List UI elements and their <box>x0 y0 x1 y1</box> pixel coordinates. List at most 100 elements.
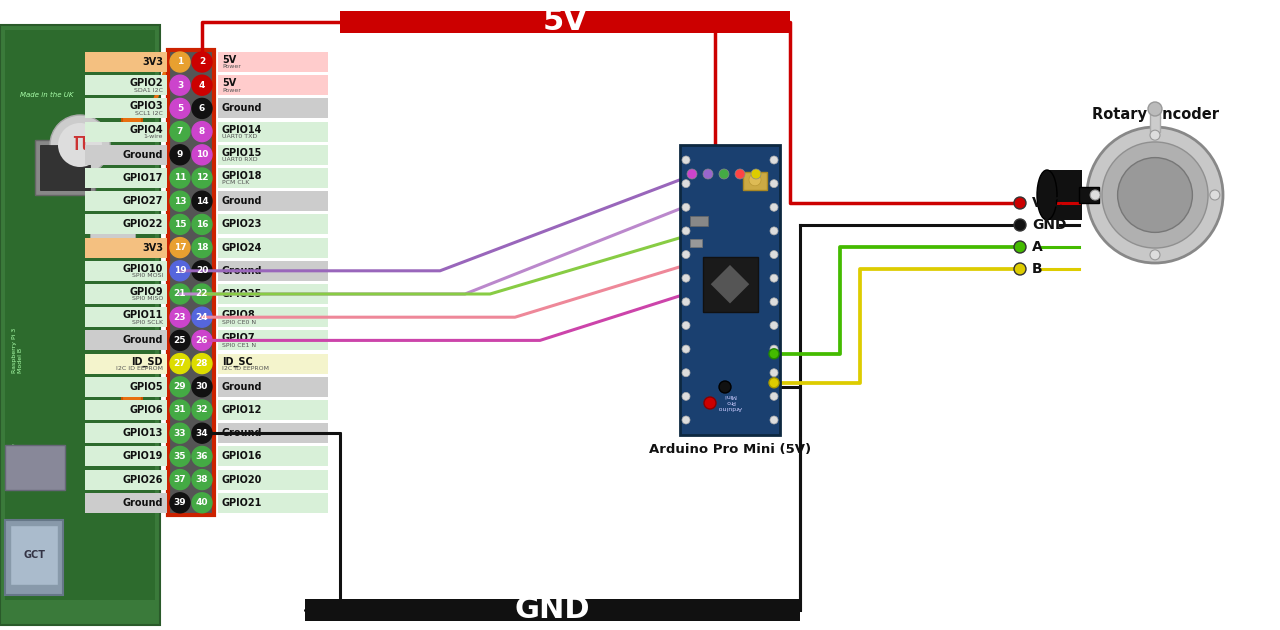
Circle shape <box>704 397 716 409</box>
Bar <box>84 469 166 490</box>
Circle shape <box>751 169 762 179</box>
Text: 3V3: 3V3 <box>142 243 163 253</box>
Circle shape <box>192 330 212 350</box>
Circle shape <box>50 115 110 175</box>
Text: I2C ID EEPROM: I2C ID EEPROM <box>221 366 269 371</box>
Bar <box>1149 109 1160 132</box>
Text: 19: 19 <box>174 266 187 275</box>
Text: GPIO11: GPIO11 <box>123 310 163 320</box>
Text: 5V: 5V <box>543 8 588 37</box>
Bar <box>218 284 328 304</box>
Bar <box>218 493 328 513</box>
Circle shape <box>192 52 212 72</box>
Bar <box>84 75 166 95</box>
Circle shape <box>771 416 778 424</box>
Circle shape <box>170 447 189 466</box>
Circle shape <box>127 497 133 503</box>
Text: GPIO19: GPIO19 <box>123 452 163 461</box>
Text: 28: 28 <box>196 359 209 368</box>
Bar <box>84 52 166 72</box>
Text: GPIO7: GPIO7 <box>221 333 256 343</box>
Circle shape <box>682 392 690 400</box>
Bar <box>218 261 328 281</box>
Text: 7: 7 <box>177 127 183 136</box>
Text: Ground: Ground <box>221 382 262 392</box>
Text: Ground: Ground <box>221 428 262 438</box>
Text: GPIO17: GPIO17 <box>123 173 163 183</box>
Circle shape <box>170 423 189 443</box>
Text: 8: 8 <box>198 127 205 136</box>
Bar <box>84 330 166 350</box>
Text: 2: 2 <box>198 57 205 67</box>
Text: 3V3: 3V3 <box>142 57 163 67</box>
Circle shape <box>192 493 212 513</box>
Circle shape <box>192 307 212 327</box>
Circle shape <box>170 284 189 304</box>
Bar <box>690 216 708 226</box>
Circle shape <box>682 227 690 235</box>
Bar <box>84 238 166 258</box>
Circle shape <box>1091 190 1101 200</box>
Text: UART0 TXD: UART0 TXD <box>221 134 257 139</box>
Text: 32: 32 <box>196 406 209 415</box>
Circle shape <box>170 52 189 72</box>
Bar <box>218 307 328 327</box>
Text: 37: 37 <box>174 475 187 484</box>
Bar <box>218 191 328 211</box>
Text: GPIO15: GPIO15 <box>221 148 262 158</box>
Text: 21: 21 <box>174 290 187 299</box>
Circle shape <box>682 321 690 329</box>
Bar <box>218 469 328 490</box>
Circle shape <box>719 381 731 393</box>
Text: 5V: 5V <box>221 78 237 88</box>
Bar <box>0 25 160 625</box>
Bar <box>218 353 328 374</box>
Text: GPIO20: GPIO20 <box>221 474 262 484</box>
Bar <box>218 145 328 165</box>
Text: Ground: Ground <box>221 103 262 113</box>
Circle shape <box>170 353 189 374</box>
Text: GPIO9: GPIO9 <box>129 287 163 297</box>
Circle shape <box>170 191 189 211</box>
Circle shape <box>170 330 189 350</box>
Bar <box>122 108 142 128</box>
Bar <box>703 256 758 312</box>
Text: 39: 39 <box>174 498 187 507</box>
Text: GPIO24: GPIO24 <box>221 243 262 253</box>
Text: 1: 1 <box>177 57 183 67</box>
Bar <box>218 423 328 443</box>
Bar <box>84 191 166 211</box>
Bar <box>690 239 701 246</box>
Circle shape <box>192 168 212 188</box>
Circle shape <box>682 369 690 377</box>
Text: Power: Power <box>221 88 241 93</box>
Bar <box>1047 170 1082 220</box>
Circle shape <box>170 75 189 95</box>
Text: 5V: 5V <box>221 55 237 65</box>
Bar <box>680 145 780 435</box>
Text: GPIO26: GPIO26 <box>123 474 163 484</box>
Bar <box>84 447 166 466</box>
Ellipse shape <box>1037 170 1057 220</box>
Bar <box>168 50 214 515</box>
Circle shape <box>192 353 212 374</box>
Circle shape <box>192 75 212 95</box>
Circle shape <box>1149 130 1160 140</box>
Text: 31: 31 <box>174 406 187 415</box>
Bar <box>218 238 328 258</box>
Circle shape <box>682 180 690 188</box>
Text: SPI0 CE1 N: SPI0 CE1 N <box>221 343 256 348</box>
Bar <box>218 214 328 234</box>
Text: 5: 5 <box>177 104 183 113</box>
Bar <box>35 140 95 195</box>
Bar <box>84 493 166 513</box>
Text: GPIO14: GPIO14 <box>221 125 262 135</box>
Text: GPIO10: GPIO10 <box>123 264 163 274</box>
Circle shape <box>192 214 212 234</box>
Text: GPIO18: GPIO18 <box>221 171 262 181</box>
Bar <box>84 377 166 397</box>
Text: GPIO6: GPIO6 <box>129 405 163 415</box>
Circle shape <box>771 392 778 400</box>
Text: 11: 11 <box>174 173 187 183</box>
Circle shape <box>682 251 690 258</box>
